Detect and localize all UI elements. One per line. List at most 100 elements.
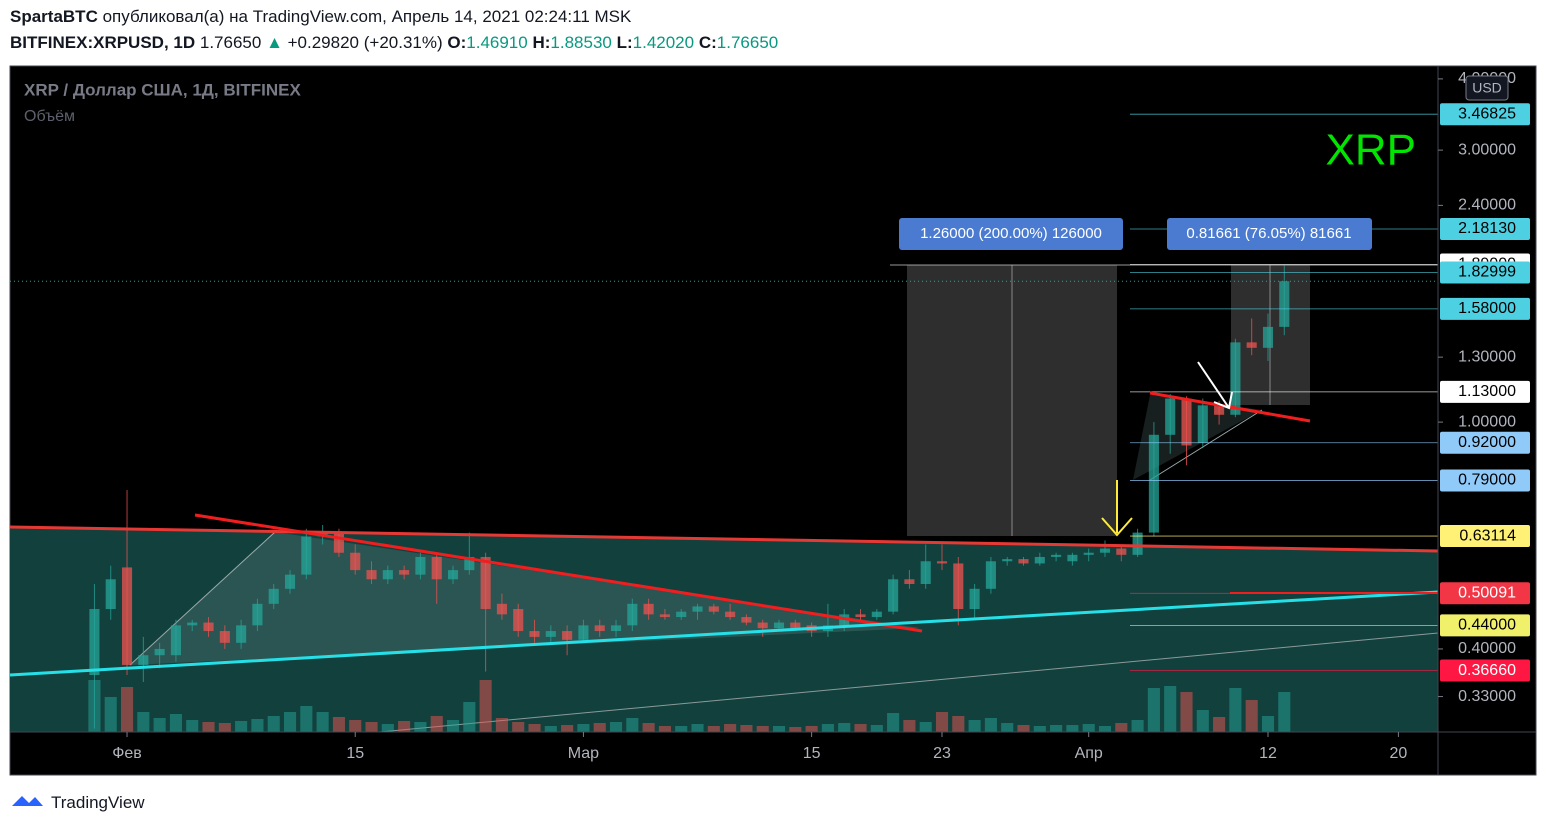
candle-body: [138, 655, 149, 665]
price-label: 3.46825: [1458, 105, 1516, 122]
volume-bar: [805, 726, 818, 732]
price-label-bg: [1440, 261, 1530, 284]
volume-bar: [1278, 692, 1291, 732]
volume-bar: [446, 720, 460, 732]
candle-body: [399, 570, 410, 575]
y-tick-label: 0.40000: [1458, 640, 1516, 657]
candle-body: [562, 631, 573, 640]
candle-body: [1262, 326, 1274, 348]
candle-body: [1116, 548, 1127, 555]
candle-body: [121, 567, 133, 665]
candle-body: [643, 603, 654, 615]
volume-bar: [1245, 700, 1258, 732]
price-label-bg: [1440, 614, 1530, 637]
candle-body: [1002, 559, 1013, 562]
price-label-bg: [1440, 297, 1530, 320]
price-label-bg: [1440, 218, 1530, 241]
volume-bar: [1164, 686, 1177, 732]
volume-bar: [528, 724, 541, 732]
candle-body: [888, 579, 899, 612]
candle-body: [985, 561, 996, 589]
volume-bar: [903, 720, 916, 732]
volume-bar: [577, 724, 590, 732]
chart-title: XRP / Доллар США, 1Д, BITFINEX: [24, 80, 301, 99]
candle-body: [855, 614, 866, 618]
volume-bar: [789, 727, 802, 732]
volume-bar: [202, 722, 215, 732]
x-tick-label: 20: [1389, 745, 1407, 762]
volume-bar: [838, 723, 851, 732]
volume-bar: [984, 718, 997, 732]
tri-edge: [129, 531, 276, 666]
volume-bar: [332, 717, 345, 732]
candle-body: [594, 625, 605, 632]
volume-bar: [283, 712, 297, 732]
last: 1.76650: [199, 33, 262, 52]
h: 1.88530: [550, 33, 612, 52]
x-tick-label: Фев: [112, 745, 142, 762]
volume-bar: [1261, 716, 1275, 732]
volume-label: Объём: [24, 108, 75, 125]
volume-bar: [1180, 692, 1193, 732]
volume-bar: [1050, 725, 1063, 732]
candle-body: [415, 556, 426, 575]
volume-bar: [935, 712, 949, 732]
measure-label: 1.26000 (200.00%) 126000: [920, 225, 1102, 242]
volume-bar: [512, 722, 525, 732]
candle-body: [708, 606, 719, 612]
price-label-bg: [1440, 431, 1530, 454]
candle-body: [790, 622, 801, 629]
price-label: 0.92000: [1458, 434, 1516, 451]
candle-body: [268, 588, 279, 604]
price-label: 1.13000: [1458, 383, 1516, 400]
candle-body: [1067, 554, 1078, 562]
volume-bar: [495, 718, 508, 732]
currency: USD: [1472, 80, 1502, 96]
currency-box: [1465, 75, 1509, 101]
price-label-bg: [1440, 659, 1530, 682]
measure-label-bg: [899, 218, 1123, 250]
volume-bar: [316, 712, 329, 732]
volume-bar: [381, 724, 394, 732]
x-tick-label: Апр: [1075, 745, 1103, 762]
drawings: 1.26000 (200.00%) 126000 0.81661 (76.05%…: [9, 218, 1439, 677]
candle-body: [1018, 559, 1029, 564]
candle-body: [350, 552, 361, 571]
candle-body: [627, 603, 638, 626]
candle-body: [936, 561, 948, 564]
volume-bar: [251, 719, 264, 732]
candle-body: [366, 570, 377, 580]
volume-bar: [740, 725, 753, 732]
candle-body: [757, 622, 768, 629]
price-label: 0.79000: [1458, 472, 1516, 489]
candle-body: [333, 532, 344, 553]
candle-body: [480, 556, 491, 610]
lower-line: [379, 632, 1439, 733]
volume-bar: [1098, 726, 1112, 732]
y-tick-label: 1.00000: [1458, 413, 1516, 430]
symbol: BITFINEX:XRPUSD, 1D: [10, 33, 196, 52]
volume-bar: [153, 718, 166, 732]
volume-bar: [267, 716, 280, 732]
measure-label-bg: [1167, 218, 1372, 250]
price-label: 0.63114: [1459, 527, 1516, 544]
volume-bar: [479, 680, 492, 732]
candle-body: [203, 622, 214, 632]
price-label: 0.50091: [1458, 584, 1516, 601]
candle-body: [953, 563, 964, 610]
volume-bar: [561, 725, 574, 732]
candle-body: [871, 611, 882, 618]
candle-body: [1279, 281, 1290, 327]
price-label-bg: [1440, 380, 1530, 403]
candle-body: [1181, 398, 1192, 446]
price-label-bg: [1440, 525, 1530, 548]
volume-bar: [1229, 688, 1242, 732]
candle-body: [1099, 548, 1111, 553]
candle-body: [170, 625, 181, 656]
byline: SpartaBTC опубликовал(а) на TradingView.…: [10, 7, 631, 27]
price-label: 0.44000: [1458, 617, 1516, 634]
candle-body: [725, 611, 736, 618]
candle-body: [219, 631, 230, 643]
x-tick-label: 12: [1259, 745, 1277, 762]
candle-body: [659, 614, 670, 618]
